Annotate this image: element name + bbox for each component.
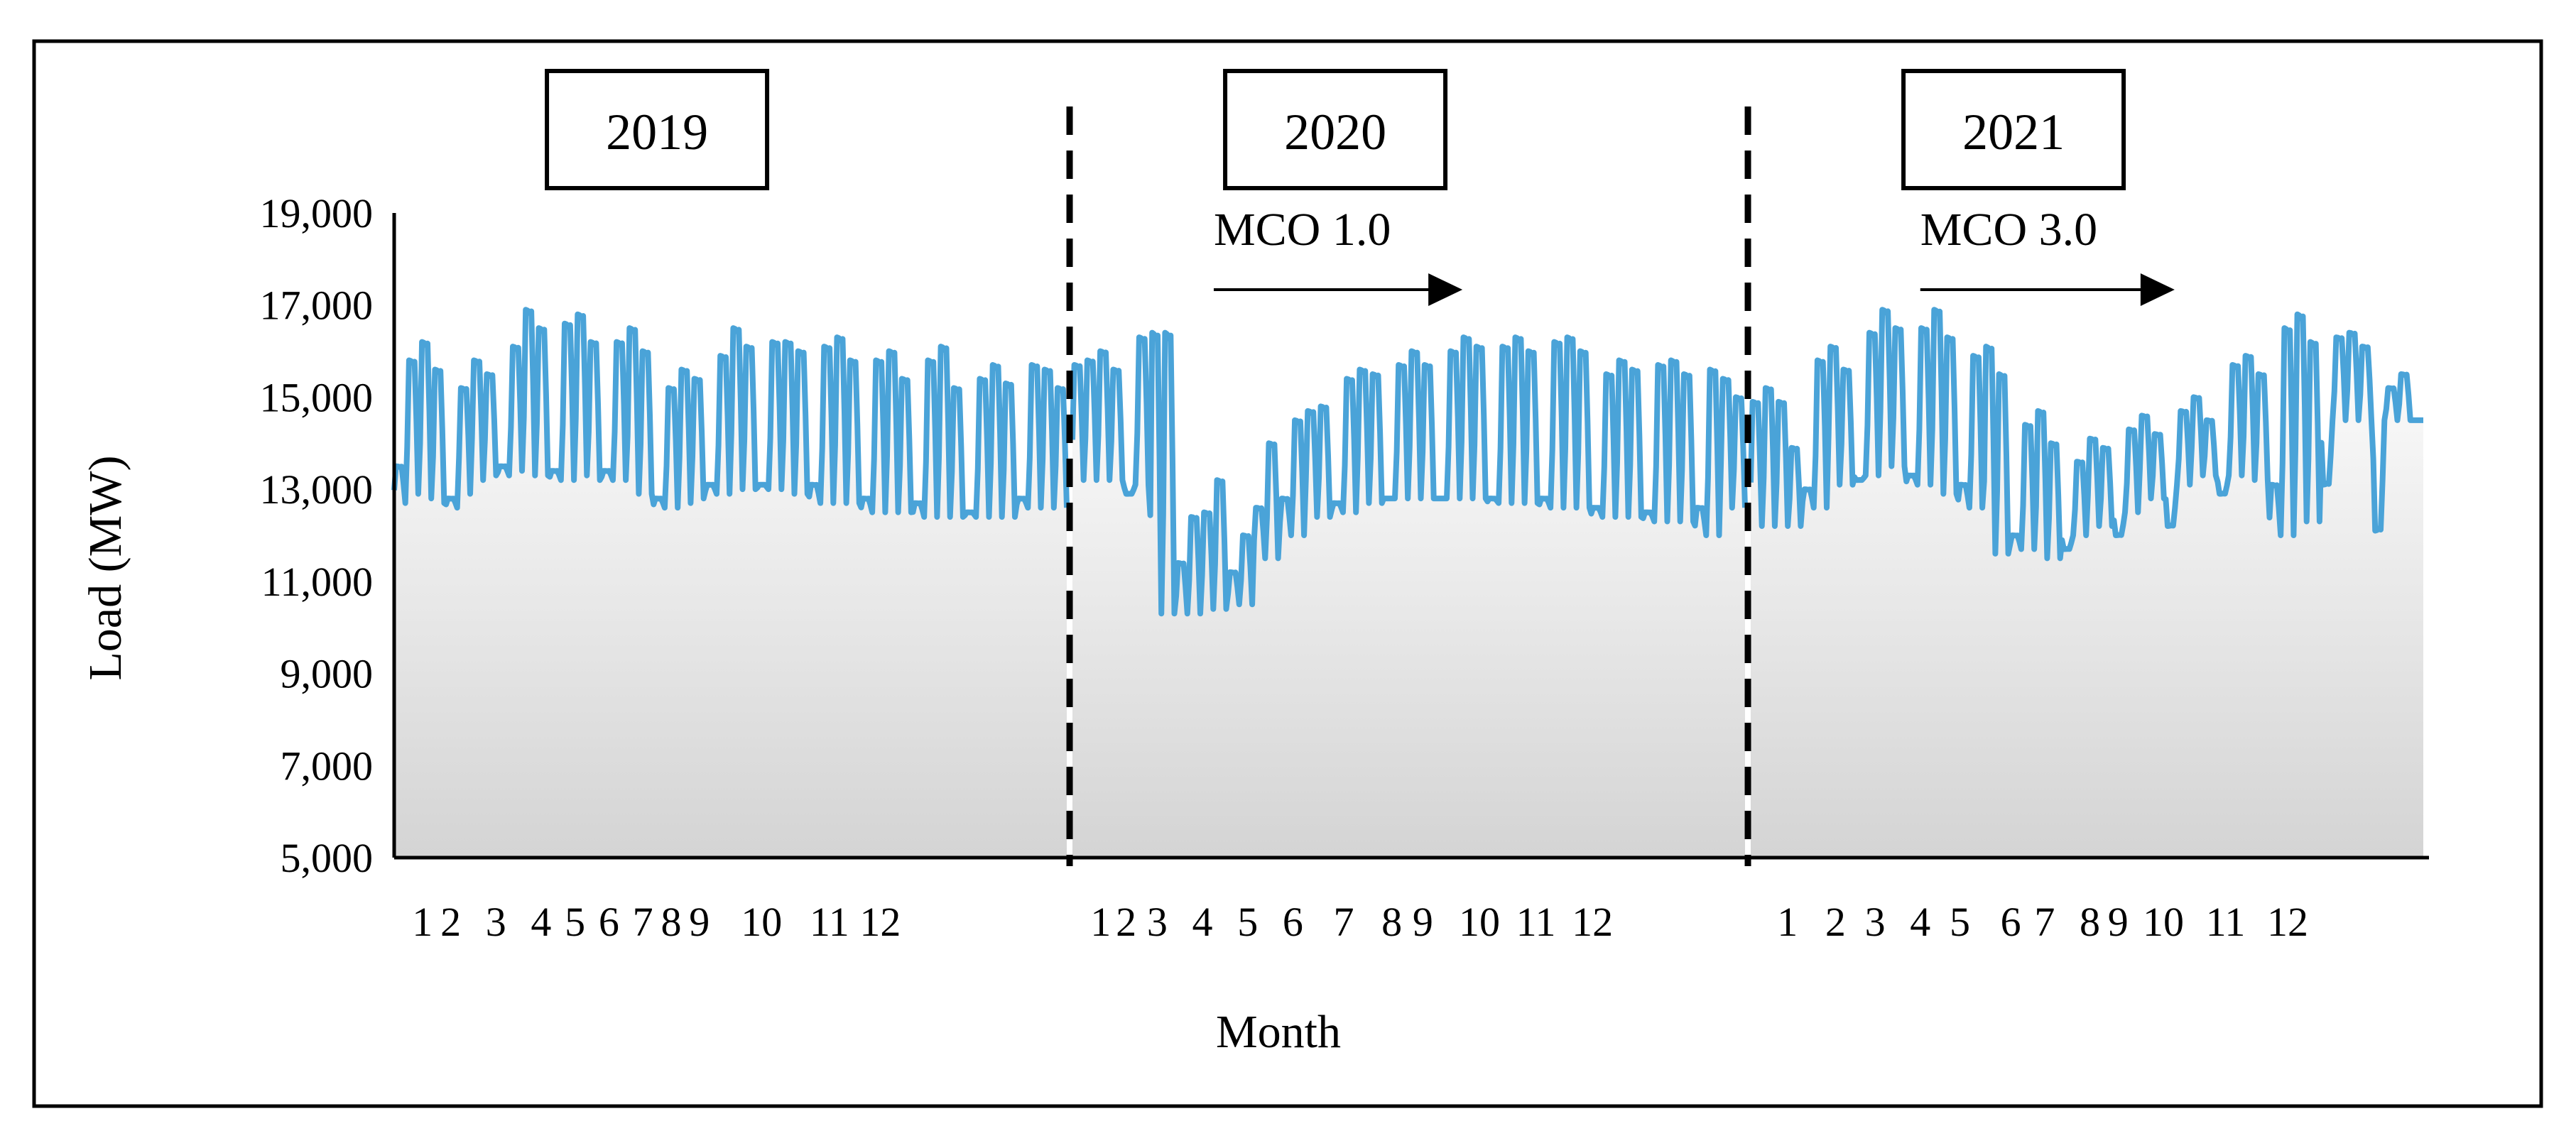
x-axis-title: Month (1216, 1006, 1341, 1058)
y-tick-label: 11,000 (261, 559, 373, 605)
y-tick-label: 9,000 (281, 651, 374, 697)
load-line-2019 (391, 307, 1070, 520)
month-tick-label: 11 (1516, 899, 1556, 945)
annotations: MCO 1.0 MCO 3.0 (1213, 204, 2175, 306)
month-tick-label: 8 (661, 899, 681, 945)
y-tick-label: 17,000 (260, 283, 374, 329)
y-tick-label: 7,000 (281, 743, 374, 789)
year-label: 2019 (606, 104, 708, 160)
month-tick-label: 3 (486, 899, 506, 945)
y-axis-title: Load (MW) (80, 455, 131, 680)
y-tick-label: 15,000 (260, 374, 374, 420)
month-tick-label: 10 (741, 899, 782, 945)
load-line-2021 (1748, 307, 2425, 562)
month-tick-label: 10 (2143, 899, 2184, 945)
month-tick-label: 5 (1237, 899, 1258, 945)
month-tick-label: 1 (1777, 899, 1798, 945)
month-tick-label: 9 (1413, 899, 1433, 945)
year-label-box (1901, 69, 2126, 190)
month-tick-label: 6 (2001, 899, 2021, 945)
annotation-label: MCO 1.0 (1214, 204, 1391, 256)
month-tick-label: 11 (810, 899, 849, 945)
month-tick-label: 4 (1910, 899, 1930, 945)
month-tick-label: 9 (689, 899, 710, 945)
month-tick-labels: 1 2 3 4 5 6 7 8 9 10 11 12 1 2 3 4 5 6 7 8 9 10 11 12 1 2 3 4 5 6 7 8 9 1… (412, 899, 2308, 945)
month-tick-label: 7 (633, 899, 653, 945)
month-tick-label: 1 (412, 899, 433, 945)
month-tick-label: 4 (1192, 899, 1213, 945)
y-tick-label: 19,000 (260, 190, 374, 236)
month-tick-label: 9 (2108, 899, 2129, 945)
line-layer (391, 307, 2425, 617)
month-tick-label: 12 (1572, 899, 1613, 945)
y-tick-label: 5,000 (281, 835, 374, 881)
year-label: 2020 (1284, 104, 1386, 160)
month-tick-label: 5 (1950, 899, 1970, 945)
month-tick-label: 10 (1459, 899, 1500, 945)
month-tick-label: 8 (1381, 899, 1402, 945)
month-tick-label: 3 (1865, 899, 1886, 945)
y-tick-label: 13,000 (260, 466, 374, 513)
year-label: 2021 (1962, 104, 2065, 160)
y-tick-labels: 5,000 7,000 9,000 11,000 13,000 15,000 17,000 1… (260, 190, 374, 881)
month-tick-label: 12 (859, 899, 901, 945)
month-tick-label: 6 (599, 899, 619, 945)
annotation-arrow-head (1428, 273, 1463, 306)
year-label-box (545, 69, 770, 190)
month-tick-label: 6 (1283, 899, 1303, 945)
month-tick-label: 5 (565, 899, 585, 945)
load-area-2020 (1072, 332, 1745, 858)
month-tick-label: 7 (2034, 899, 2055, 945)
month-tick-label: 3 (1147, 899, 1168, 945)
year-labels: 2019 2020 2021 (545, 69, 2126, 190)
month-tick-label: 2 (1825, 899, 1846, 945)
month-tick-label: 11 (2206, 899, 2246, 945)
month-tick-label: 7 (1334, 899, 1354, 945)
month-tick-label: 12 (2267, 899, 2308, 945)
month-tick-label: 1 (1090, 899, 1111, 945)
month-tick-label: 4 (531, 899, 551, 945)
load-line-2020 (1070, 329, 1748, 617)
year-dividers (1066, 106, 1751, 866)
month-tick-label: 8 (2080, 899, 2100, 945)
month-tick-label: 2 (440, 899, 461, 945)
year-label-box (1223, 69, 1448, 190)
annotation-arrow-head (2140, 273, 2175, 306)
annotation-label: MCO 3.0 (1920, 204, 2097, 256)
month-tick-label: 2 (1116, 899, 1136, 945)
